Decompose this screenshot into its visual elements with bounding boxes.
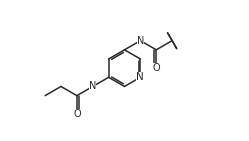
Text: O: O bbox=[152, 63, 160, 73]
Text: N: N bbox=[89, 81, 96, 92]
Text: O: O bbox=[73, 109, 81, 119]
Text: N: N bbox=[136, 72, 144, 82]
Text: N: N bbox=[137, 36, 144, 46]
